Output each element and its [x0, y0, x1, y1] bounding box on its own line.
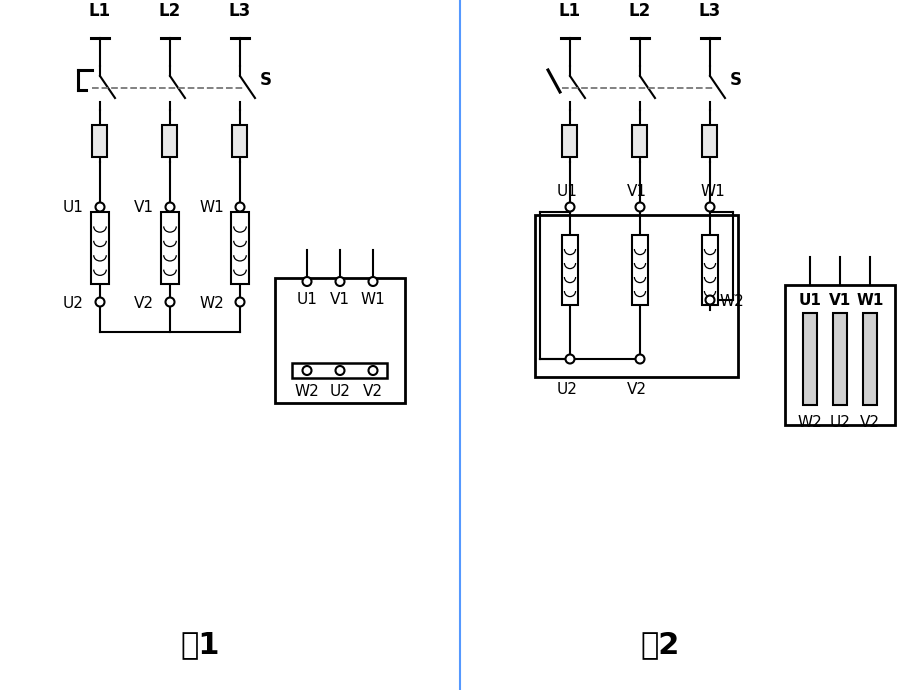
Text: W2: W2	[797, 415, 822, 430]
Text: S: S	[729, 71, 742, 89]
Bar	[784, 285, 894, 425]
Text: W1: W1	[199, 201, 223, 215]
Bar	[91, 212, 108, 284]
Text: L2: L2	[159, 2, 181, 20]
Circle shape	[96, 202, 105, 212]
Text: U1: U1	[296, 291, 317, 306]
Circle shape	[369, 277, 377, 286]
Text: L2: L2	[629, 2, 651, 20]
Bar	[632, 125, 647, 157]
Text: U2: U2	[556, 382, 577, 397]
Bar	[163, 125, 177, 157]
Circle shape	[635, 202, 644, 212]
Circle shape	[369, 366, 377, 375]
Bar	[292, 363, 387, 378]
Bar	[862, 313, 876, 405]
Text: U2: U2	[329, 384, 350, 400]
Text: W1: W1	[700, 184, 724, 199]
Text: V1: V1	[330, 291, 349, 306]
Bar	[631, 235, 647, 305]
Text: V2: V2	[134, 295, 153, 310]
Bar	[233, 125, 247, 157]
Circle shape	[705, 295, 714, 304]
Text: U1: U1	[556, 184, 577, 199]
Text: V2: V2	[859, 415, 879, 430]
Text: U1: U1	[798, 293, 821, 308]
Bar	[275, 277, 404, 402]
Text: V1: V1	[828, 293, 850, 308]
Circle shape	[565, 355, 573, 364]
Circle shape	[235, 202, 244, 212]
Bar	[161, 212, 179, 284]
Bar	[93, 125, 108, 157]
Circle shape	[335, 277, 344, 286]
Text: V1: V1	[134, 201, 153, 215]
Circle shape	[705, 202, 714, 212]
Bar	[832, 313, 846, 405]
Text: U1: U1	[63, 201, 84, 215]
Text: 图2: 图2	[640, 631, 679, 660]
Circle shape	[635, 355, 644, 364]
Text: S: S	[260, 71, 272, 89]
Text: V2: V2	[363, 384, 382, 400]
Text: W2: W2	[294, 384, 319, 400]
Bar	[231, 212, 249, 284]
Text: W2: W2	[720, 295, 744, 310]
Text: W2: W2	[199, 295, 223, 310]
Bar	[562, 125, 577, 157]
Text: L3: L3	[229, 2, 251, 20]
Text: U2: U2	[63, 295, 84, 310]
Circle shape	[302, 366, 312, 375]
Circle shape	[335, 366, 344, 375]
Circle shape	[96, 297, 105, 306]
Text: V2: V2	[627, 382, 646, 397]
Circle shape	[302, 277, 312, 286]
Text: W1: W1	[360, 291, 385, 306]
Text: 图1: 图1	[180, 631, 220, 660]
Text: L1: L1	[559, 2, 581, 20]
Bar	[562, 235, 577, 305]
Bar	[802, 313, 816, 405]
Bar	[535, 215, 737, 377]
Bar	[702, 125, 717, 157]
Circle shape	[565, 202, 573, 212]
Circle shape	[235, 297, 244, 306]
Circle shape	[165, 202, 175, 212]
Text: L3: L3	[698, 2, 720, 20]
Text: U2: U2	[829, 415, 849, 430]
Text: V1: V1	[627, 184, 646, 199]
Text: W1: W1	[856, 293, 883, 308]
Bar	[701, 235, 717, 305]
Circle shape	[165, 297, 175, 306]
Text: L1: L1	[89, 2, 111, 20]
